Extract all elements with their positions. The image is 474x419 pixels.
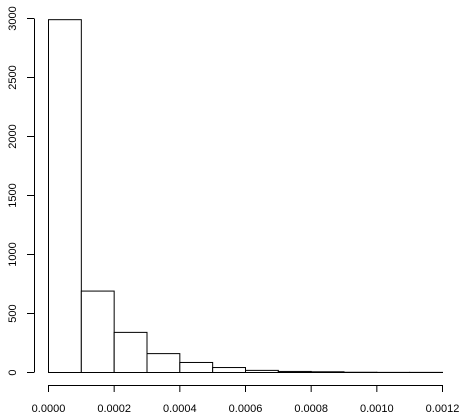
y-tick-label-0: 0 xyxy=(7,369,19,375)
x-axis: 0.0000 0.0002 0.0004 0.0006 0.0008 0.0010 0.00… xyxy=(32,385,460,415)
x-tick-label-2: 0.0004 xyxy=(163,403,197,415)
histogram-bar-1 xyxy=(80,290,115,373)
y-tick-label-2: 1000 xyxy=(7,242,19,266)
y-tick-label-3: 1500 xyxy=(7,183,19,207)
x-tick-label-0: 0.0000 xyxy=(32,403,66,415)
x-tick-label-6: 0.0012 xyxy=(426,403,460,415)
x-tick-label-1: 0.0002 xyxy=(97,403,131,415)
x-tick-label-3: 0.0006 xyxy=(229,403,263,415)
histogram-bar-3 xyxy=(146,353,181,373)
y-tick-label-1: 500 xyxy=(7,304,19,322)
histogram-bar-4 xyxy=(179,361,214,374)
histogram-bar-0 xyxy=(48,19,82,374)
y-axis: 0 500 1000 1500 2000 2500 3000 xyxy=(7,6,35,376)
y-tick-label-5: 2500 xyxy=(7,65,19,89)
y-tick-label-4: 2000 xyxy=(7,124,19,148)
histogram-bar-7 xyxy=(277,370,312,374)
histogram-bar-8 xyxy=(310,371,345,374)
x-tick-label-5: 0.0010 xyxy=(360,403,394,415)
x-tick-label-4: 0.0008 xyxy=(294,403,328,415)
histogram-bar-2 xyxy=(113,331,148,374)
histogram-bar-5 xyxy=(212,367,246,374)
histogram-bars xyxy=(48,19,444,374)
y-tick-label-6: 3000 xyxy=(7,6,19,30)
histogram-bar-6 xyxy=(245,369,279,374)
